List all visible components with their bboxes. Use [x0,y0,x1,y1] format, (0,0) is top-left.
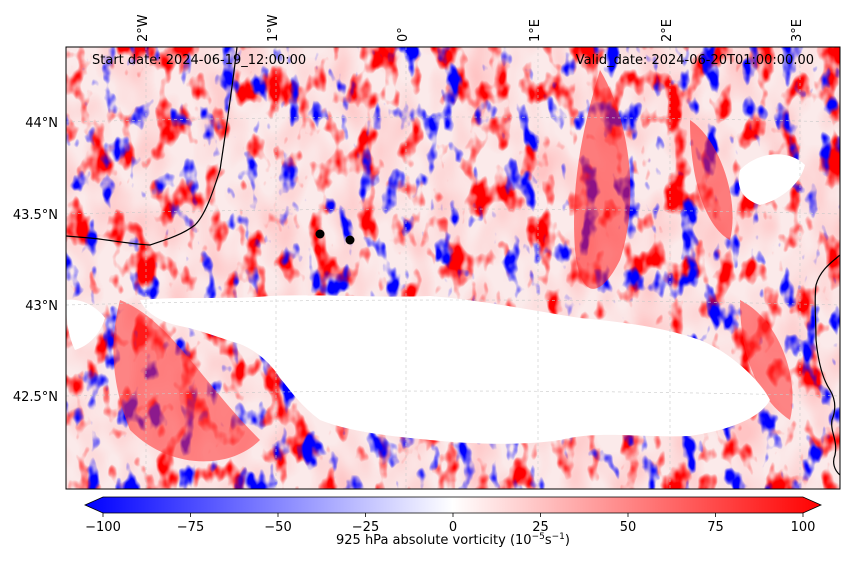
coastlines [66,47,840,476]
lat-label: 42.5°N [13,390,58,405]
colorbar-tick-label: 75 [707,520,724,535]
gridlines [66,47,840,489]
map-frame [65,46,841,490]
colorbar-tick-label: −25 [352,520,379,535]
colorbar-label: 925 hPa absolute vorticity (10−5s−1) [336,532,570,548]
strong-positive-zones [113,70,793,462]
colorbar-tick-label: 100 [791,520,816,535]
colorbar-ticks: −100 −75 −50 −25 0 25 50 75 100 [85,513,815,535]
longitude-labels: 2°W 1°W 0° 1°E 2°E 3°E [136,14,805,42]
valid-date-annotation: Valid_date: 2024-06-20T01:00:00.00 [576,53,814,68]
colorbar-tick-label: 0 [449,520,457,535]
colorbar: −100 −75 −50 −25 0 25 50 75 100 925 hPa absolute… [84,496,822,548]
colorbar-tick-label: −75 [177,520,204,535]
latitude-labels: 44°N 43.5°N 43°N 42.5°N [13,116,58,405]
masked-terrain-region-east [738,154,805,205]
colorbar-tick-label: −100 [85,520,121,535]
lon-label: 2°W [136,14,151,42]
start-date-annotation: Start date: 2024-06-19_12:00:00 [92,53,306,68]
location-marker [315,229,325,239]
lat-label: 44°N [25,116,58,131]
lat-label: 43°N [25,299,58,314]
colorbar-bar [84,496,822,514]
colorbar-tick-label: 25 [532,520,549,535]
location-marker [345,235,355,245]
lon-label: 1°W [266,14,281,42]
lon-label: 1°E [528,19,543,42]
lat-label: 43.5°N [13,208,58,223]
colorbar-tick-label: −50 [264,520,291,535]
colorbar-tick-label: 50 [620,520,637,535]
lon-label: 0° [396,27,411,42]
lon-label: 2°E [660,19,675,42]
masked-terrain-region-west [66,299,105,350]
vorticity-map [66,47,840,489]
lon-label: 3°E [790,19,805,42]
masked-terrain-region [140,295,770,444]
